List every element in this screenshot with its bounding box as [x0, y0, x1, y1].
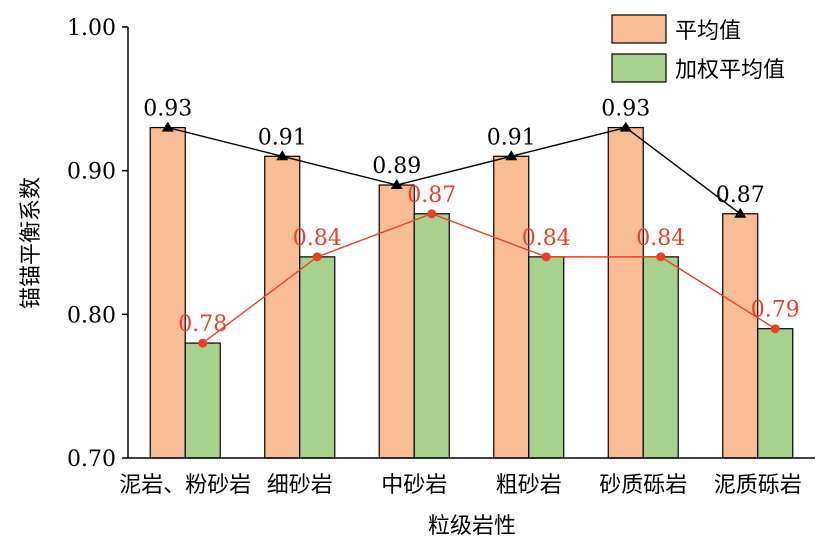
data-label-weighted-4: 0.84 [636, 226, 685, 251]
marker-average-3 [505, 150, 518, 161]
marker-weighted-1 [312, 252, 322, 262]
x-tick-label-0: 泥岩、粉砂岩 [119, 473, 251, 498]
data-label-average-2: 0.89 [372, 154, 421, 179]
bar-weighted-4 [642, 256, 679, 459]
data-label-weighted-3: 0.84 [522, 226, 571, 251]
data-label-average-3: 0.91 [487, 125, 536, 150]
marker-average-5 [734, 207, 747, 218]
bar-weighted-2 [413, 213, 450, 459]
x-axis-title: 粒级岩性 [428, 514, 516, 539]
y-tick-label-2: 0.90 [67, 160, 116, 185]
lines-layer [161, 121, 780, 348]
data-label-weighted-2: 0.87 [407, 183, 456, 208]
bar-weighted-5 [757, 328, 794, 459]
y-tick-label-0: 0.70 [67, 447, 116, 472]
legend-label-weighted: 加权平均值 [675, 58, 785, 83]
data-label-average-5: 0.87 [716, 183, 765, 208]
x-tick-label-1: 细砂岩 [267, 473, 333, 498]
marker-average-0 [161, 121, 174, 132]
y-tick-label-1: 0.80 [67, 303, 116, 328]
legend: 平均值 加权平均值 [611, 14, 785, 83]
data-label-average-0: 0.93 [143, 97, 192, 122]
marker-weighted-2 [427, 209, 437, 219]
legend-swatch-average [611, 14, 667, 44]
legend-label-average: 平均值 [675, 19, 741, 44]
bar-average-0 [149, 126, 186, 459]
data-labels-layer: 0.93 0.91 0.89 0.91 0.93 0.87 0.78 0.84 0.87 0.84… [143, 97, 799, 338]
bars-layer [149, 126, 794, 459]
data-label-average-4: 0.93 [601, 97, 650, 122]
marker-weighted-0 [198, 338, 208, 348]
line-weighted [202, 213, 776, 344]
bar-average-4 [607, 126, 644, 459]
data-label-weighted-1: 0.84 [293, 226, 342, 251]
y-axis-title: 锚锚平衡系数 [19, 177, 44, 309]
bar-weighted-1 [299, 256, 336, 459]
marker-average-1 [276, 150, 289, 161]
marker-average-4 [619, 121, 632, 132]
x-tick-label-2: 中砂岩 [381, 473, 447, 498]
marker-average-2 [390, 179, 403, 190]
bar-average-5 [722, 213, 759, 459]
line-average [167, 126, 741, 215]
data-label-weighted-5: 0.79 [751, 298, 800, 323]
marker-weighted-5 [770, 324, 780, 334]
bar-average-3 [493, 155, 530, 459]
data-label-weighted-0: 0.78 [178, 312, 227, 337]
legend-swatch-weighted [611, 53, 667, 83]
x-tick-label-5: 泥质砾岩 [714, 473, 802, 498]
marker-weighted-4 [656, 252, 666, 262]
x-tick-label-3: 粗砂岩 [496, 473, 562, 498]
x-tick-label-4: 砂质砾岩 [599, 473, 687, 498]
bar-average-1 [264, 155, 301, 459]
bar-weighted-0 [184, 342, 221, 459]
axes-layer: 0.70 0.80 0.90 1.00 泥岩、粉砂岩 细砂岩 中砂岩 粗砂岩 砂质砾岩 泥质砾岩 [67, 16, 815, 498]
bar-average-2 [378, 184, 415, 459]
bar-weighted-3 [528, 256, 565, 459]
marker-weighted-3 [541, 252, 551, 262]
data-label-average-1: 0.91 [258, 125, 307, 150]
y-tick-label-3: 1.00 [67, 16, 116, 41]
